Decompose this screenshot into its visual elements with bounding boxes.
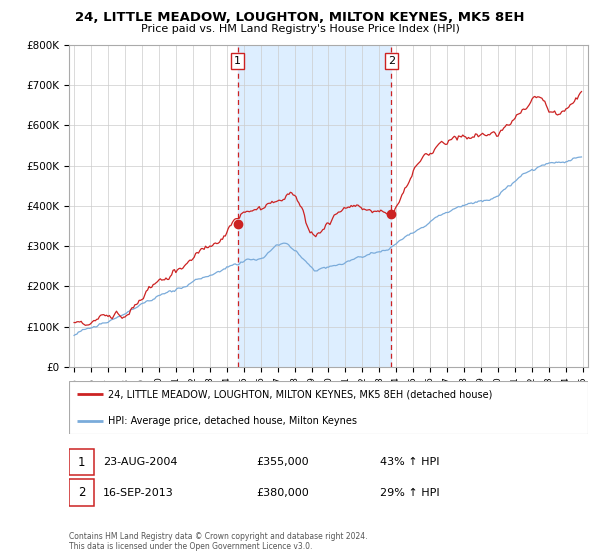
Text: 24, LITTLE MEADOW, LOUGHTON, MILTON KEYNES, MK5 8EH (detached house): 24, LITTLE MEADOW, LOUGHTON, MILTON KEYN… <box>108 389 493 399</box>
Text: 1: 1 <box>234 56 241 66</box>
Text: 29% ↑ HPI: 29% ↑ HPI <box>380 488 440 498</box>
Text: 16-SEP-2013: 16-SEP-2013 <box>103 488 173 498</box>
Text: 1: 1 <box>78 455 85 469</box>
Bar <box>69 449 94 475</box>
Text: HPI: Average price, detached house, Milton Keynes: HPI: Average price, detached house, Milt… <box>108 416 357 426</box>
Bar <box>69 479 94 506</box>
Text: 23-AUG-2004: 23-AUG-2004 <box>103 457 177 467</box>
Text: Price paid vs. HM Land Registry's House Price Index (HPI): Price paid vs. HM Land Registry's House … <box>140 24 460 34</box>
Text: £355,000: £355,000 <box>256 457 308 467</box>
Text: £380,000: £380,000 <box>256 488 308 498</box>
Text: Contains HM Land Registry data © Crown copyright and database right 2024.
This d: Contains HM Land Registry data © Crown c… <box>69 532 367 552</box>
Bar <box>238 45 391 367</box>
Text: 2: 2 <box>388 56 395 66</box>
Text: 43% ↑ HPI: 43% ↑ HPI <box>380 457 440 467</box>
Text: 24, LITTLE MEADOW, LOUGHTON, MILTON KEYNES, MK5 8EH: 24, LITTLE MEADOW, LOUGHTON, MILTON KEYN… <box>75 11 525 24</box>
Text: 2: 2 <box>78 486 85 500</box>
